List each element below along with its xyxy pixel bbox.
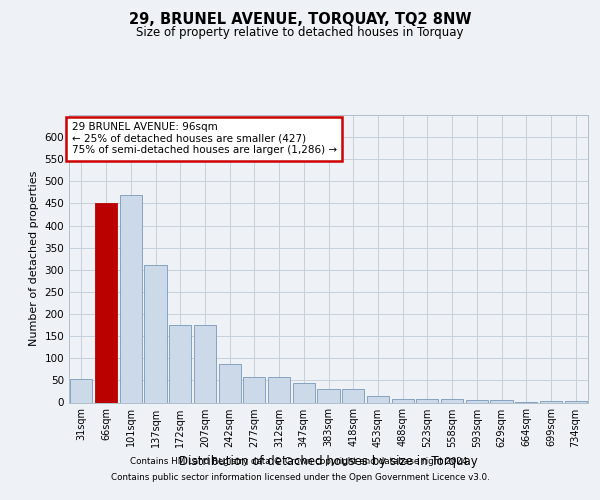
Y-axis label: Number of detached properties: Number of detached properties	[29, 171, 39, 346]
Bar	[392, 398, 414, 402]
Bar	[70, 379, 92, 402]
Bar	[565, 401, 587, 402]
Bar	[218, 364, 241, 403]
Bar	[243, 377, 265, 402]
Bar	[169, 325, 191, 402]
Text: 29, BRUNEL AVENUE, TORQUAY, TQ2 8NW: 29, BRUNEL AVENUE, TORQUAY, TQ2 8NW	[129, 12, 471, 28]
Bar	[342, 389, 364, 402]
Text: 29 BRUNEL AVENUE: 96sqm
← 25% of detached houses are smaller (427)
75% of semi-d: 29 BRUNEL AVENUE: 96sqm ← 25% of detache…	[71, 122, 337, 156]
Bar	[416, 399, 439, 402]
X-axis label: Distribution of detached houses by size in Torquay: Distribution of detached houses by size …	[179, 455, 478, 468]
Bar	[367, 396, 389, 402]
Bar	[194, 325, 216, 402]
Text: Contains HM Land Registry data © Crown copyright and database right 2024.: Contains HM Land Registry data © Crown c…	[130, 458, 470, 466]
Bar	[466, 400, 488, 402]
Bar	[95, 204, 117, 402]
Bar	[119, 194, 142, 402]
Text: Contains public sector information licensed under the Open Government Licence v3: Contains public sector information licen…	[110, 472, 490, 482]
Bar	[490, 400, 512, 402]
Bar	[540, 400, 562, 402]
Bar	[145, 265, 167, 402]
Bar	[293, 384, 315, 402]
Bar	[317, 389, 340, 402]
Bar	[441, 400, 463, 402]
Bar	[268, 377, 290, 402]
Text: Size of property relative to detached houses in Torquay: Size of property relative to detached ho…	[136, 26, 464, 39]
